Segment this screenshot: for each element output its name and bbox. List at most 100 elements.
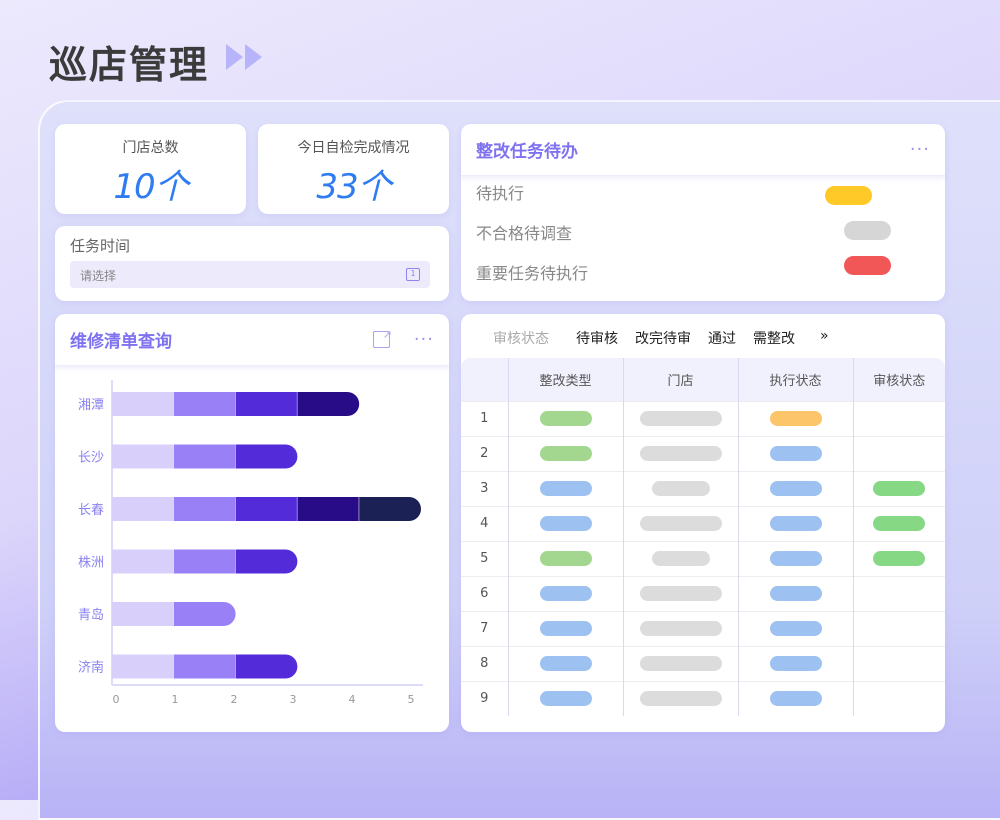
row-index: 2 bbox=[461, 435, 508, 471]
date-placeholder: 请选择 bbox=[80, 269, 117, 283]
x-tick-label: 5 bbox=[408, 693, 415, 706]
stat-label: 门店总数 bbox=[122, 140, 179, 156]
bar-segment bbox=[173, 602, 236, 626]
table-row[interactable]: 7 bbox=[461, 610, 945, 646]
todo-item[interactable]: 重要任务待执行 bbox=[476, 264, 589, 283]
row-index: 5 bbox=[461, 540, 508, 576]
more-icon[interactable]: ··· bbox=[413, 329, 434, 350]
cell-store bbox=[622, 505, 738, 541]
table-row[interactable]: 9 bbox=[461, 680, 945, 716]
col-exec-status[interactable]: 执行状态 bbox=[737, 358, 853, 401]
type-pill bbox=[539, 481, 592, 496]
table-row[interactable]: 3 bbox=[461, 470, 945, 506]
more-icon[interactable]: ··· bbox=[909, 139, 930, 160]
cell-store bbox=[622, 400, 738, 436]
self-check-card: 今日自检完成情况 33个 bbox=[258, 124, 449, 214]
exec-pill bbox=[769, 656, 822, 671]
todo-item[interactable]: 不合格待调查 bbox=[476, 224, 573, 243]
bar-segment bbox=[112, 497, 174, 521]
col-type[interactable]: 整改类型 bbox=[507, 358, 623, 401]
date-picker-input[interactable]: 请选择 1 bbox=[70, 261, 430, 288]
cell-type bbox=[507, 680, 623, 716]
exec-pill bbox=[769, 446, 822, 461]
exec-pill bbox=[769, 411, 822, 426]
x-tick-label: 3 bbox=[290, 693, 297, 706]
bar-segment bbox=[112, 392, 174, 416]
row-index: 7 bbox=[461, 610, 508, 646]
cell-audit bbox=[852, 575, 945, 611]
exec-pill bbox=[769, 586, 822, 601]
table-row[interactable]: 6 bbox=[461, 575, 945, 611]
col-store[interactable]: 门店 bbox=[622, 358, 738, 401]
x-tick-label: 4 bbox=[349, 693, 356, 706]
table-header: 整改类型 门店 执行状态 审核状态 bbox=[461, 358, 945, 401]
bar-segment bbox=[112, 444, 174, 469]
tab-needs-fix[interactable]: 需整改 bbox=[753, 331, 795, 347]
cell-store bbox=[622, 435, 738, 471]
repair-title: 维修清单查询 bbox=[70, 332, 172, 352]
category-label: 湘潭 bbox=[78, 398, 104, 413]
bar-segment bbox=[112, 549, 174, 574]
cell-exec bbox=[737, 505, 853, 541]
store-pill bbox=[639, 446, 722, 461]
type-pill bbox=[539, 551, 592, 566]
status-pill bbox=[825, 186, 872, 205]
task-time-label: 任务时间 bbox=[70, 237, 131, 255]
category-label: 青岛 bbox=[78, 607, 104, 623]
bar-segment bbox=[235, 497, 297, 521]
table-row[interactable]: 8 bbox=[461, 645, 945, 681]
filter-label: 审核状态 bbox=[493, 331, 549, 347]
cell-audit bbox=[852, 540, 945, 576]
cell-exec bbox=[737, 400, 853, 436]
cell-exec bbox=[737, 680, 853, 716]
cell-type bbox=[507, 470, 623, 506]
cell-type bbox=[507, 610, 623, 646]
cell-exec bbox=[737, 540, 853, 576]
cell-audit bbox=[852, 470, 945, 506]
type-pill bbox=[539, 446, 592, 461]
table-row[interactable]: 5 bbox=[461, 540, 945, 576]
export-icon[interactable]: ↗ bbox=[372, 328, 392, 348]
tab-fixed-pending[interactable]: 改完待审 bbox=[635, 331, 691, 347]
bar-segment bbox=[235, 549, 298, 574]
more-tabs-button[interactable]: » bbox=[820, 328, 829, 344]
row-index: 6 bbox=[461, 575, 508, 611]
store-pill bbox=[651, 551, 710, 566]
table-row[interactable]: 2 bbox=[461, 435, 945, 471]
cell-type bbox=[507, 540, 623, 576]
bar-segment bbox=[297, 497, 359, 521]
calendar-icon[interactable]: 1 bbox=[406, 268, 420, 281]
task-time-card: 任务时间 请选择 1 bbox=[55, 226, 449, 301]
category-label: 长春 bbox=[78, 503, 104, 518]
type-pill bbox=[539, 656, 592, 671]
store-pill bbox=[639, 516, 722, 531]
category-label: 济南 bbox=[78, 660, 104, 676]
exec-pill bbox=[769, 516, 822, 531]
type-pill bbox=[539, 411, 592, 426]
status-pill bbox=[844, 256, 891, 275]
bar-segment bbox=[297, 392, 360, 416]
bar-segment bbox=[112, 602, 174, 626]
cell-type bbox=[507, 400, 623, 436]
row-index: 9 bbox=[461, 680, 508, 716]
tab-passed[interactable]: 通过 bbox=[708, 331, 736, 347]
bar-segment bbox=[359, 497, 421, 521]
table-row[interactable]: 1 bbox=[461, 400, 945, 436]
audit-pill bbox=[873, 551, 926, 566]
store-pill bbox=[639, 656, 722, 671]
exec-pill bbox=[769, 691, 822, 707]
store-total-card: 门店总数 10个 bbox=[55, 124, 246, 214]
bar-segment bbox=[173, 549, 236, 574]
table-row[interactable]: 4 bbox=[461, 505, 945, 541]
type-pill bbox=[539, 621, 592, 636]
todo-item[interactable]: 待执行 bbox=[476, 184, 525, 203]
todo-title: 整改任务待办 bbox=[476, 142, 578, 162]
col-audit-status[interactable]: 审核状态 bbox=[852, 358, 945, 401]
type-pill bbox=[539, 586, 592, 601]
audit-tabs: 审核状态 待审核 改完待审 通过 需整改 » bbox=[493, 328, 829, 348]
stat-label: 今日自检完成情况 bbox=[297, 140, 410, 156]
cell-audit bbox=[852, 400, 945, 436]
bar-segment bbox=[173, 444, 236, 469]
tab-pending[interactable]: 待审核 bbox=[576, 331, 618, 347]
